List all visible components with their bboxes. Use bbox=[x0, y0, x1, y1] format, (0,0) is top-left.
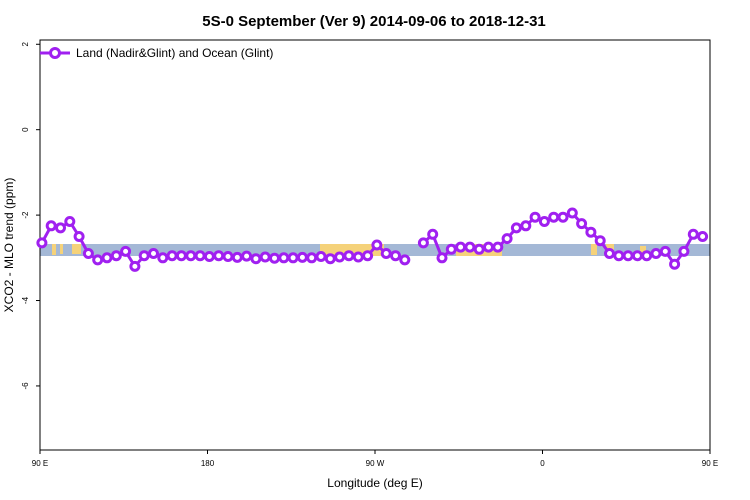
data-point bbox=[166, 250, 178, 262]
data-point bbox=[613, 250, 625, 262]
data-point bbox=[604, 248, 615, 259]
y-axis-label: XCO2 - MLO trend (ppm) bbox=[2, 178, 16, 313]
data-point bbox=[203, 251, 215, 262]
y-tick-label: -2 bbox=[21, 211, 30, 219]
data-point bbox=[241, 250, 253, 262]
data-point bbox=[501, 233, 513, 245]
data-point bbox=[399, 254, 411, 266]
data-point bbox=[390, 250, 401, 262]
data-point bbox=[585, 226, 597, 238]
data-point bbox=[259, 251, 271, 263]
data-point bbox=[92, 254, 104, 266]
x-tick-label: 90 E bbox=[702, 459, 718, 468]
data-point bbox=[296, 251, 308, 263]
data-point bbox=[138, 250, 150, 262]
y-tick-label: -4 bbox=[21, 296, 30, 304]
data-point bbox=[557, 211, 569, 223]
y-tick-label: 0 bbox=[21, 127, 30, 132]
data-point bbox=[64, 216, 76, 227]
data-point bbox=[622, 250, 634, 262]
data-point bbox=[222, 251, 234, 262]
data-point bbox=[129, 260, 141, 272]
data-point bbox=[631, 250, 643, 262]
land-band bbox=[60, 244, 63, 254]
data-point bbox=[362, 250, 374, 262]
data-point bbox=[343, 250, 355, 262]
data-point bbox=[315, 251, 327, 262]
data-point bbox=[371, 239, 383, 251]
data-point bbox=[436, 252, 448, 264]
data-point bbox=[445, 243, 457, 255]
data-point bbox=[510, 222, 522, 234]
data-point bbox=[473, 243, 485, 255]
data-point bbox=[148, 248, 159, 259]
chart-title: 5S-0 September (Ver 9) 2014-09-06 to 201… bbox=[202, 13, 546, 30]
data-point bbox=[650, 248, 662, 259]
x-axis: 90 E 180 90 W 0 90 E bbox=[32, 450, 718, 468]
data-point bbox=[697, 231, 709, 242]
data-point bbox=[175, 250, 187, 262]
data-point bbox=[55, 222, 66, 234]
data-point bbox=[678, 245, 690, 257]
data-point bbox=[324, 253, 336, 265]
x-axis-label: Longitude (deg E) bbox=[327, 476, 422, 490]
series-layer bbox=[36, 207, 709, 272]
data-point bbox=[334, 251, 346, 263]
data-point bbox=[306, 252, 318, 264]
data-point bbox=[659, 245, 671, 257]
data-point bbox=[231, 251, 243, 263]
data-point bbox=[185, 250, 197, 262]
data-point bbox=[73, 231, 85, 242]
data-point bbox=[529, 211, 541, 223]
data-point bbox=[250, 253, 262, 265]
data-point bbox=[641, 250, 653, 262]
legend-marker bbox=[49, 47, 61, 59]
data-point bbox=[464, 241, 476, 253]
land-band bbox=[640, 246, 646, 254]
legend-label: Land (Nadir&Glint) and Ocean (Glint) bbox=[76, 46, 273, 60]
land-band bbox=[591, 244, 597, 255]
data-point bbox=[492, 241, 504, 253]
data-point bbox=[594, 235, 606, 247]
data-point bbox=[352, 251, 364, 263]
y-tick-label: 2 bbox=[21, 41, 30, 46]
data-point bbox=[194, 250, 206, 262]
data-point bbox=[278, 252, 290, 264]
x-tick-label: 90 W bbox=[366, 459, 385, 468]
data-point bbox=[120, 245, 132, 257]
data-point bbox=[687, 228, 699, 240]
data-point bbox=[269, 252, 280, 264]
data-point bbox=[483, 241, 494, 253]
land-band bbox=[52, 244, 56, 255]
data-point bbox=[455, 241, 467, 253]
data-point bbox=[576, 218, 588, 230]
land-band bbox=[72, 244, 81, 254]
data-point bbox=[548, 211, 560, 223]
data-point bbox=[427, 228, 439, 240]
data-point bbox=[538, 216, 550, 227]
data-point bbox=[213, 250, 225, 262]
data-point bbox=[157, 252, 169, 264]
data-point bbox=[101, 252, 113, 264]
x-tick-label: 0 bbox=[540, 459, 545, 468]
x-tick-label: 180 bbox=[201, 459, 215, 468]
x-tick-label: 90 E bbox=[32, 459, 48, 468]
data-point bbox=[520, 220, 532, 232]
data-point bbox=[110, 250, 122, 262]
data-point bbox=[36, 237, 48, 249]
data-point bbox=[82, 248, 94, 259]
legend: Land (Nadir&Glint) and Ocean (Glint) bbox=[40, 46, 273, 60]
data-point bbox=[566, 207, 578, 219]
data-point bbox=[669, 258, 681, 270]
y-axis: 2 0 -2 -4 -6 bbox=[21, 41, 40, 390]
y-tick-label: -6 bbox=[21, 382, 30, 390]
data-point bbox=[417, 237, 429, 249]
data-point bbox=[287, 252, 299, 264]
data-point bbox=[45, 220, 57, 232]
data-point bbox=[380, 248, 392, 259]
